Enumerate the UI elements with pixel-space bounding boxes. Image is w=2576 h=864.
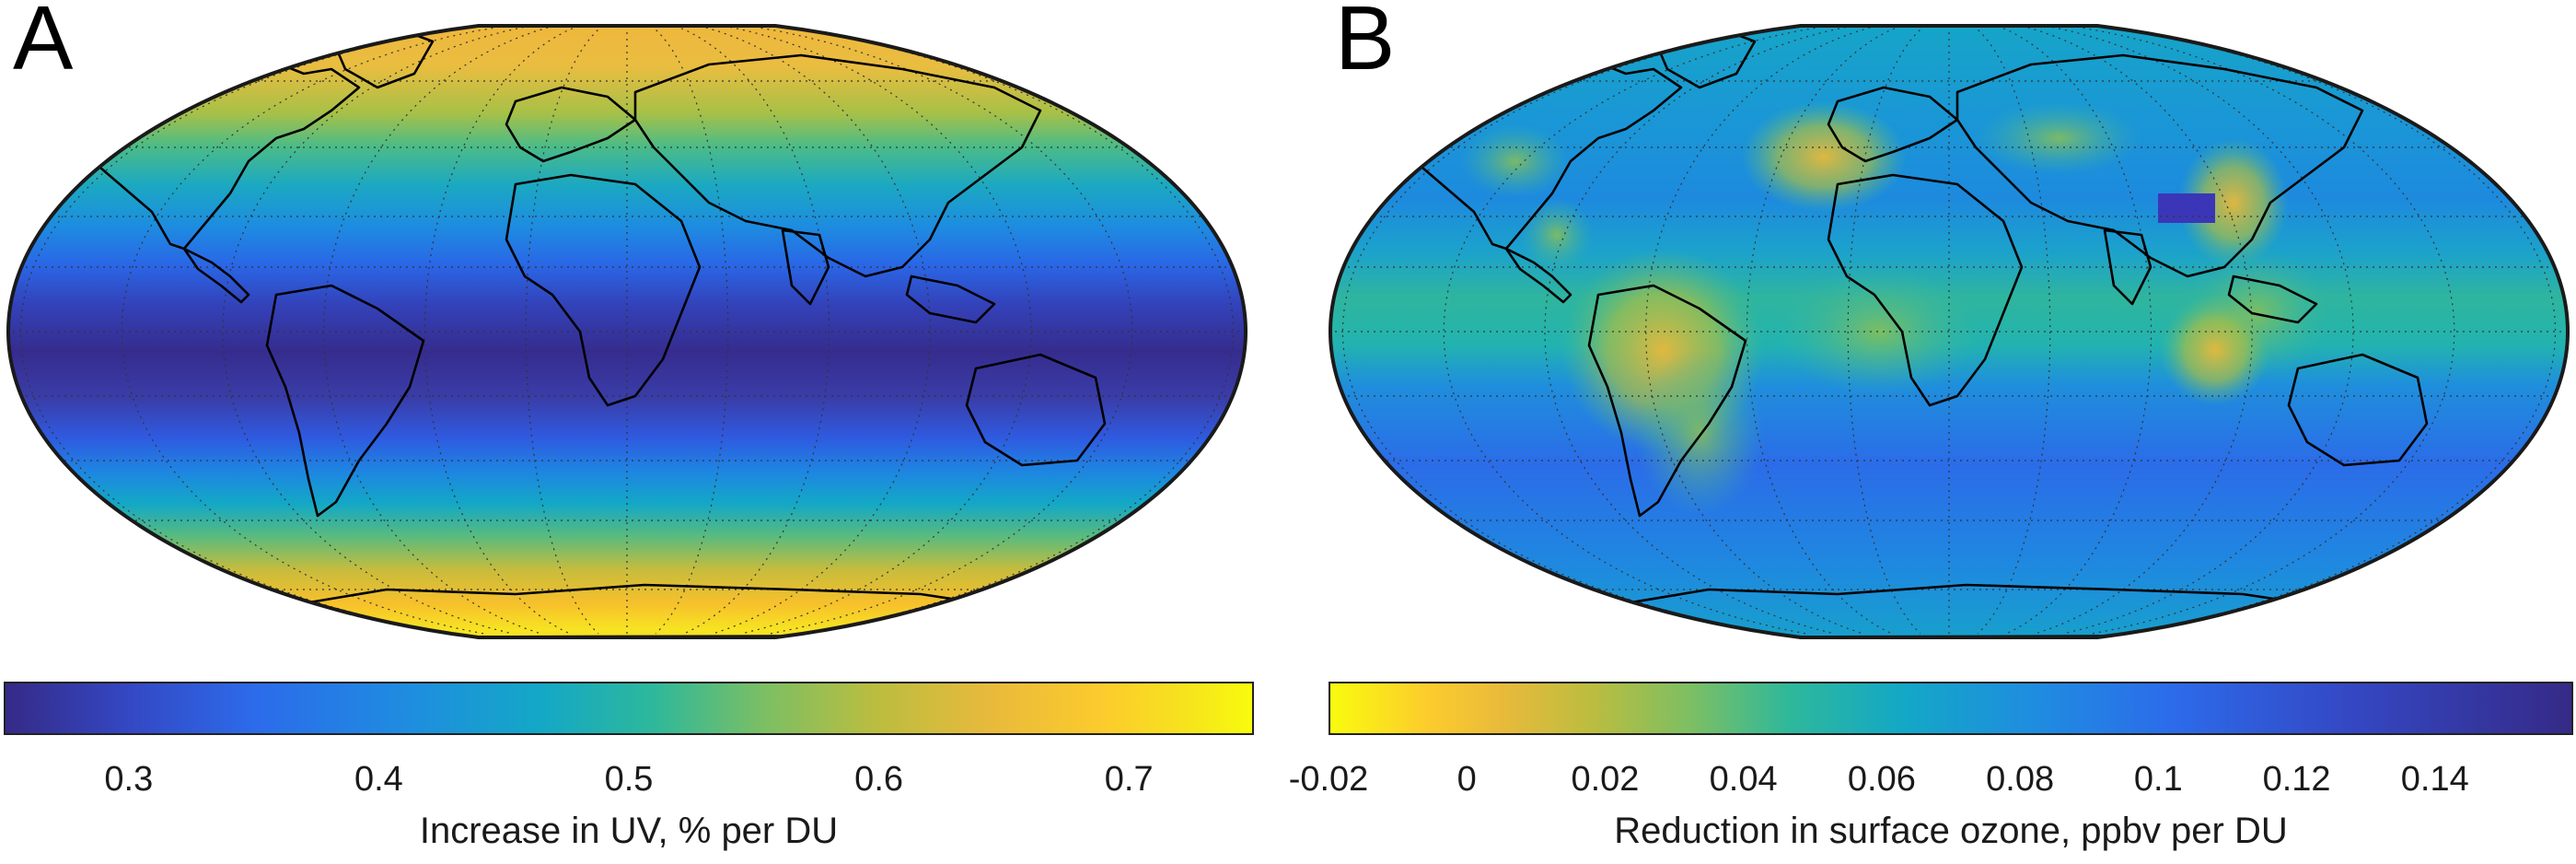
colorbar-tick-label: 0.06 [1847, 760, 1916, 799]
meridian-line [121, 26, 506, 635]
coastline [2287, 353, 2429, 467]
coastline [505, 173, 702, 407]
coastline [505, 86, 637, 163]
tibet-high-cell [2158, 193, 2215, 223]
panel-label-b: B [1335, 0, 1396, 88]
colorbar-ozone [1329, 682, 2573, 735]
meridian-line [2046, 26, 2354, 635]
panel-label-a: A [13, 0, 74, 88]
coastline [265, 284, 425, 518]
coastline [633, 53, 1042, 278]
meridian-line [724, 26, 1032, 635]
surface-ozone-reduction-map [1328, 24, 2570, 639]
colorbar-tick-label: 0.14 [2400, 760, 2469, 799]
meridian-line [2070, 26, 2455, 635]
colorbar-ozone-label: Reduction in surface ozone, ppbv per DU [1614, 811, 2288, 851]
coastline [905, 274, 996, 324]
meridian-line [424, 26, 579, 635]
coastline [1827, 173, 2024, 407]
graticule [8, 26, 1246, 635]
colorbar-tick-label: 0.3 [104, 760, 154, 799]
meridian-line [222, 26, 530, 635]
colorbar-tick-label: 0.04 [1709, 760, 1778, 799]
coastline [965, 353, 1107, 467]
colorbar-uv [4, 682, 1254, 735]
colorbar-tick-label: 0.08 [1986, 760, 2055, 799]
meridian-line [19, 26, 482, 635]
colorbar-tick-label: 0.12 [2262, 760, 2331, 799]
coastline [781, 228, 830, 306]
map-frame [1328, 24, 2570, 639]
map-frame [6, 24, 1248, 639]
meridian-line [772, 26, 1235, 635]
coastline [182, 247, 250, 304]
uv-increase-map [6, 24, 1248, 639]
colorbar-tick-label: -0.02 [1288, 760, 1369, 799]
coastline [1587, 284, 1747, 518]
meridian-line [675, 26, 830, 635]
meridian-line [1443, 26, 1828, 635]
colorbar-tick-label: 0.7 [1104, 760, 1154, 799]
colorbar-tick-label: 0.1 [2133, 760, 2183, 799]
coastline [1955, 53, 2364, 278]
colorbar-tick-label: 0.6 [854, 760, 904, 799]
coastline [2227, 274, 2318, 324]
meridian-line [1544, 26, 1852, 635]
coastline [2103, 228, 2152, 306]
colorbar-tick-label: 0.5 [604, 760, 654, 799]
meridian-line [1341, 26, 1804, 635]
colorbar-tick-label: 0 [1456, 760, 1477, 799]
meridian-line [748, 26, 1133, 635]
colorbar-uv-label: Increase in UV, % per DU [419, 811, 839, 851]
meridian-line [2094, 26, 2557, 635]
coastline [1827, 86, 1959, 163]
meridian-line [1997, 26, 2152, 635]
colorbar-tick-label: 0.02 [1571, 760, 1640, 799]
colorbar-tick-label: 0.4 [354, 760, 403, 799]
meridian-line [1746, 26, 1901, 635]
coastline [1504, 247, 1572, 304]
